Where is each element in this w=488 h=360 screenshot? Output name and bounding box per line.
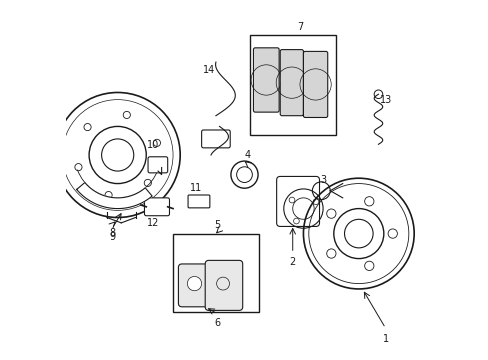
Text: 1: 1 bbox=[382, 334, 388, 343]
Text: 13: 13 bbox=[379, 95, 391, 105]
Circle shape bbox=[187, 276, 201, 291]
Text: 2: 2 bbox=[289, 257, 295, 267]
Text: 6: 6 bbox=[214, 318, 220, 328]
Text: 5: 5 bbox=[214, 220, 221, 230]
Text: 3: 3 bbox=[319, 175, 325, 185]
Text: 11: 11 bbox=[190, 183, 202, 193]
Text: 14: 14 bbox=[202, 64, 214, 75]
FancyBboxPatch shape bbox=[148, 157, 167, 173]
FancyBboxPatch shape bbox=[144, 198, 169, 216]
Text: 7: 7 bbox=[296, 22, 303, 32]
FancyBboxPatch shape bbox=[303, 51, 327, 117]
FancyBboxPatch shape bbox=[201, 130, 230, 148]
Text: 9: 9 bbox=[109, 232, 115, 242]
Text: 4: 4 bbox=[244, 150, 251, 160]
Text: 12: 12 bbox=[147, 217, 159, 228]
FancyBboxPatch shape bbox=[188, 195, 209, 208]
Text: 10: 10 bbox=[147, 140, 159, 150]
Text: 8: 8 bbox=[109, 228, 115, 238]
FancyBboxPatch shape bbox=[280, 50, 303, 116]
FancyBboxPatch shape bbox=[205, 260, 242, 310]
FancyBboxPatch shape bbox=[178, 264, 208, 307]
FancyBboxPatch shape bbox=[253, 48, 279, 112]
Polygon shape bbox=[77, 183, 152, 208]
